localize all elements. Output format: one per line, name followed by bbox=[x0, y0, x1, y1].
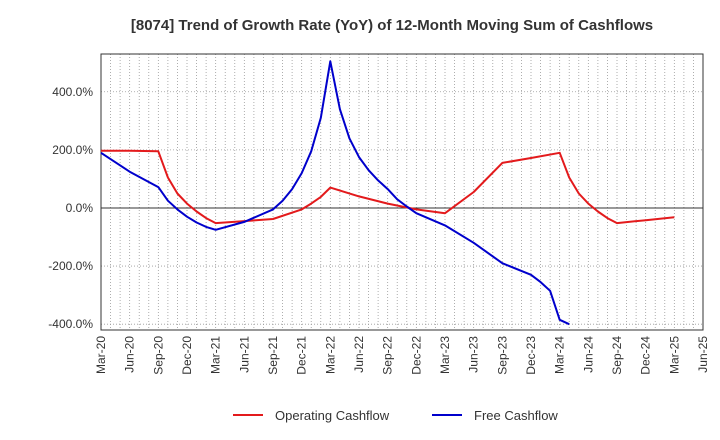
legend-label: Operating Cashflow bbox=[275, 408, 390, 423]
x-tick-label: Mar-25 bbox=[667, 336, 681, 374]
x-tick-label: Jun-22 bbox=[352, 336, 366, 373]
y-tick-label: 0.0% bbox=[66, 201, 94, 215]
x-tick-label: Sep-23 bbox=[495, 336, 509, 375]
legend: Operating Cashflow Free Cashflow bbox=[233, 408, 558, 423]
legend-label: Free Cashflow bbox=[474, 408, 558, 423]
plot-frame bbox=[100, 53, 704, 331]
x-tick-label: Dec-23 bbox=[524, 336, 538, 375]
x-tick-label: Mar-24 bbox=[553, 336, 567, 374]
chart-title: [8074] Trend of Growth Rate (YoY) of 12-… bbox=[131, 17, 653, 34]
x-tick-label: Sep-21 bbox=[266, 336, 280, 375]
x-tick-label: Jun-21 bbox=[237, 336, 251, 373]
y-tick-label: 200.0% bbox=[52, 143, 93, 157]
x-tick-label: Mar-22 bbox=[323, 336, 337, 374]
y-tick-label: 400.0% bbox=[52, 85, 93, 99]
x-tick-label: Dec-24 bbox=[639, 336, 653, 375]
x-tick-label: Mar-20 bbox=[94, 336, 108, 374]
x-tick-label: Jun-20 bbox=[123, 336, 137, 373]
x-tick-label: Sep-22 bbox=[381, 336, 395, 375]
y-tick-label: -400.0% bbox=[48, 317, 93, 331]
series-line bbox=[100, 60, 570, 326]
x-tick-label: Mar-21 bbox=[209, 336, 223, 374]
x-tick-label: Mar-23 bbox=[438, 336, 452, 374]
plot-area: -400.0% -200.0% 0.0% 200.0% 400.0% Mar-20 Jun-… bbox=[48, 53, 710, 375]
series-line bbox=[101, 149, 675, 225]
x-tick-label: Dec-22 bbox=[409, 336, 423, 375]
x-tick-label: Dec-21 bbox=[295, 336, 309, 375]
x-tick-label: Sep-20 bbox=[151, 336, 165, 375]
x-tick-label: Sep-24 bbox=[610, 336, 624, 375]
x-tick-label: Jun-23 bbox=[467, 336, 481, 373]
y-tick-label: -200.0% bbox=[48, 259, 93, 273]
x-tick-label: Jun-25 bbox=[696, 336, 710, 373]
x-tick-label: Jun-24 bbox=[581, 336, 595, 373]
x-tick-label: Dec-20 bbox=[180, 336, 194, 375]
